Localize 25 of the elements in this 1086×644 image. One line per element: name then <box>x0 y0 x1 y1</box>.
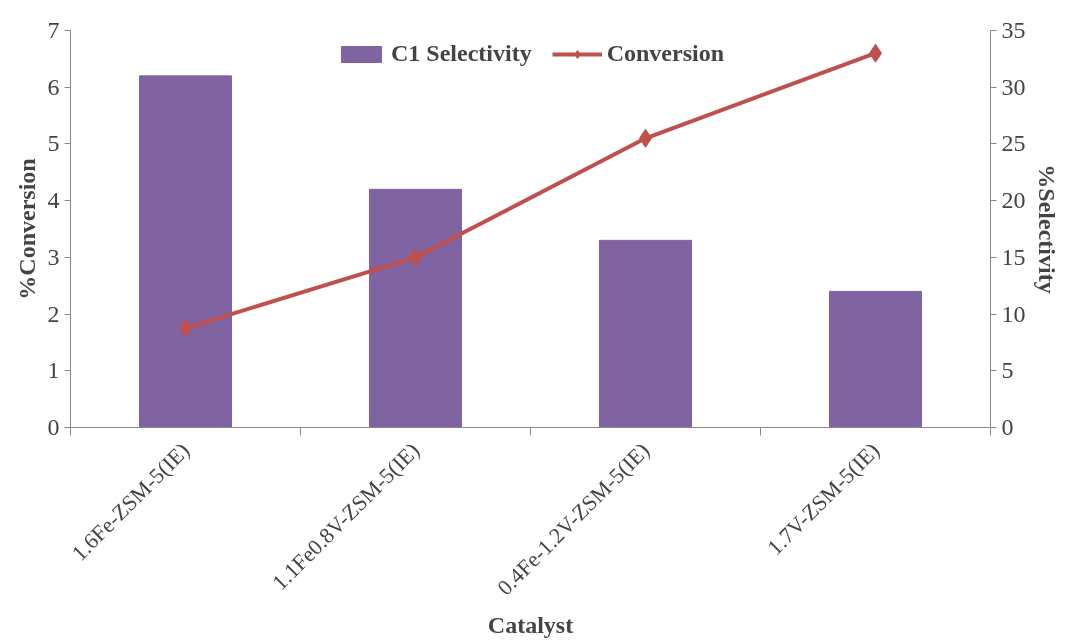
y-tick-label: 7 <box>47 17 60 43</box>
y2-tick-label: 5 <box>1001 357 1014 384</box>
bar <box>599 239 692 428</box>
y-axis-title: %Conversion <box>13 158 40 300</box>
legend-label: C1 Selectivity <box>391 40 532 67</box>
y-tick-label: 3 <box>47 243 60 270</box>
bar <box>369 188 462 428</box>
y-tick-label: 6 <box>47 73 60 100</box>
y2-tick-label: 10 <box>1001 300 1026 327</box>
y-tick-label: 0 <box>47 414 60 440</box>
y2-tick-label: 25 <box>1001 130 1026 157</box>
y2-tick-label: 20 <box>1001 187 1026 214</box>
x-axis-title: Catalyst <box>487 611 574 638</box>
y-tick-label: 4 <box>47 187 60 214</box>
y2-tick-label: 0 <box>1001 414 1014 440</box>
y2-axis-title: %Selectivity <box>1033 164 1060 294</box>
y2-tick-label: 30 <box>1001 73 1026 100</box>
y-tick-label: 1 <box>47 357 60 384</box>
bar <box>139 75 232 428</box>
y-tick-label: 2 <box>47 300 60 327</box>
legend-label: Conversion <box>606 40 724 67</box>
y-tick-label: 5 <box>47 130 60 157</box>
y2-tick-label: 15 <box>1001 243 1026 270</box>
bar <box>829 290 922 428</box>
y2-tick-label: 35 <box>1001 17 1026 43</box>
